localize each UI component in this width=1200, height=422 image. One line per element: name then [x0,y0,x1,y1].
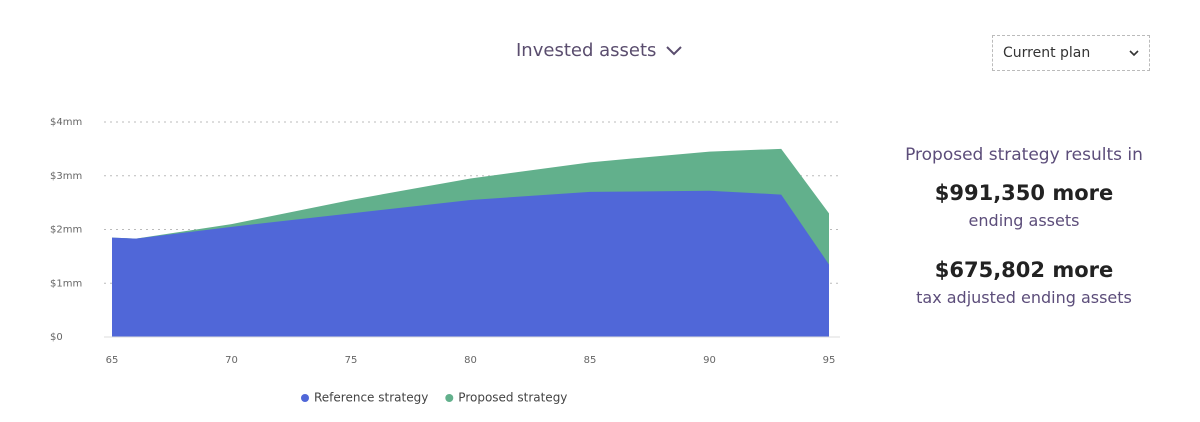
y-tick-label: $2mm [50,225,82,236]
y-tick-label: $0 [50,332,63,343]
plan-dropdown[interactable]: Current plan [992,35,1150,71]
summary: Proposed strategy results in $991,350 mo… [880,145,1168,335]
summary-intro: Proposed strategy results in [905,145,1143,165]
y-tick-label: $4mm [50,117,82,128]
summary-value: $675,802 more [934,258,1114,282]
x-tick-label: 85 [584,355,597,366]
chart: $0 $1mm $2mm $3mm $4mm 65 70 75 80 85 90 95 Referenc… [50,117,840,405]
summary-value: $991,350 more [934,181,1114,205]
legend-label: Proposed strategy [458,391,567,405]
chart-selector[interactable]: Invested assets [516,40,683,61]
legend-swatch [301,394,309,402]
y-tick-label: $3mm [50,171,82,182]
x-tick-label: 65 [106,355,119,366]
chart-title: Invested assets [516,40,657,61]
x-tick-label: 90 [703,355,716,366]
area [112,190,829,337]
x-tick-label: 70 [225,355,238,366]
chevron-icon [666,45,683,55]
dropdown-chevron [1129,49,1139,56]
y-tick-label: $1mm [50,278,82,289]
dropdown-label: Current plan [1003,45,1091,61]
legend-label: Reference strategy [314,391,428,405]
legend-swatch [445,394,454,402]
summary-label: ending assets [968,211,1080,230]
summary-label: tax adjusted ending assets [916,288,1132,307]
x-tick-label: 95 [823,355,836,366]
x-tick-label: 75 [345,355,358,366]
x-tick-label: 80 [464,355,477,366]
